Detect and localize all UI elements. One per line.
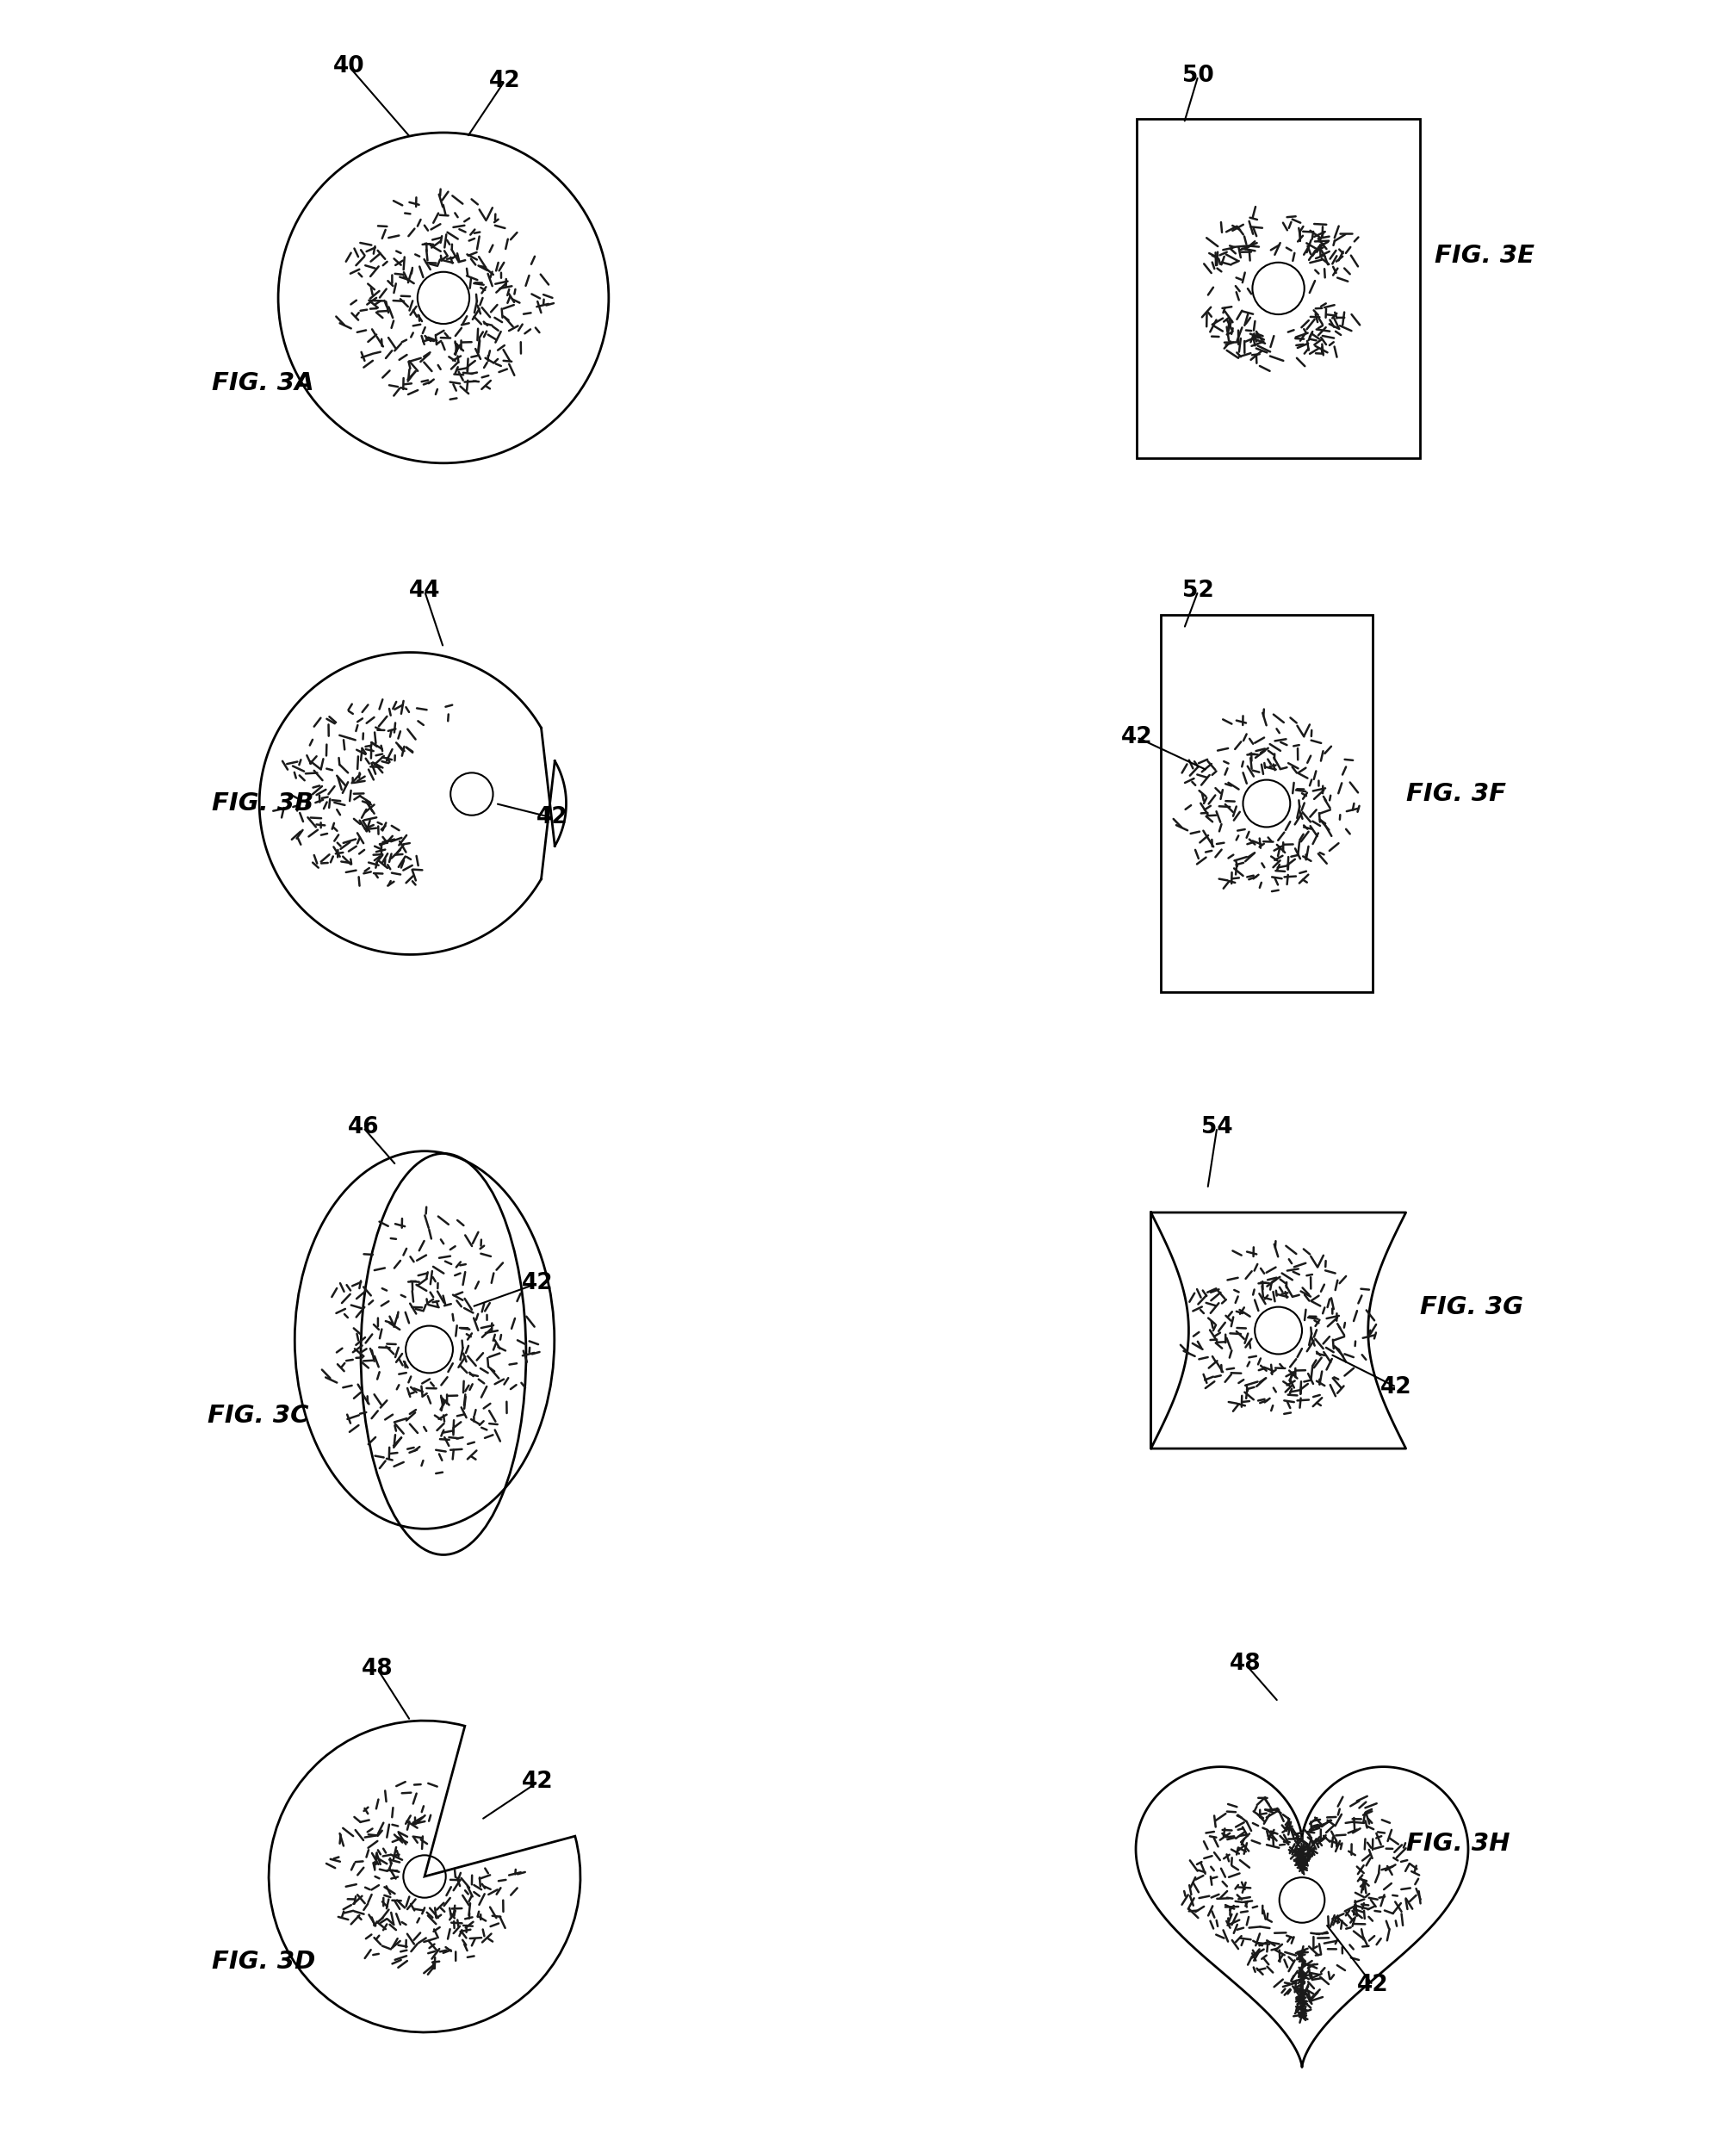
Text: 42: 42 bbox=[523, 1273, 554, 1294]
Text: FIG. 3B: FIG. 3B bbox=[212, 792, 314, 815]
Text: FIG. 3A: FIG. 3A bbox=[212, 371, 314, 395]
Text: FIG. 3H: FIG. 3H bbox=[1406, 1831, 1510, 1856]
Text: 48: 48 bbox=[361, 1657, 392, 1680]
Text: 42: 42 bbox=[1121, 725, 1153, 749]
Text: 42: 42 bbox=[1358, 1974, 1389, 1996]
Text: FIG. 3F: FIG. 3F bbox=[1406, 781, 1505, 807]
Text: 50: 50 bbox=[1182, 64, 1213, 88]
Text: 42: 42 bbox=[1380, 1376, 1411, 1399]
Text: FIG. 3G: FIG. 3G bbox=[1420, 1294, 1524, 1320]
Text: FIG. 3C: FIG. 3C bbox=[207, 1403, 309, 1427]
Text: FIG. 3D: FIG. 3D bbox=[212, 1949, 316, 1974]
Bar bbox=[1137, 118, 1420, 459]
Text: 44: 44 bbox=[410, 579, 441, 603]
Text: 42: 42 bbox=[490, 69, 521, 92]
Text: FIG. 3E: FIG. 3E bbox=[1434, 242, 1535, 268]
Text: 48: 48 bbox=[1229, 1652, 1260, 1676]
Text: 40: 40 bbox=[333, 56, 365, 77]
Text: 42: 42 bbox=[536, 807, 568, 828]
Text: 46: 46 bbox=[347, 1116, 378, 1140]
Text: 54: 54 bbox=[1201, 1116, 1233, 1140]
Bar bbox=[1160, 614, 1373, 991]
Text: 42: 42 bbox=[523, 1770, 554, 1794]
Text: 52: 52 bbox=[1182, 579, 1213, 603]
